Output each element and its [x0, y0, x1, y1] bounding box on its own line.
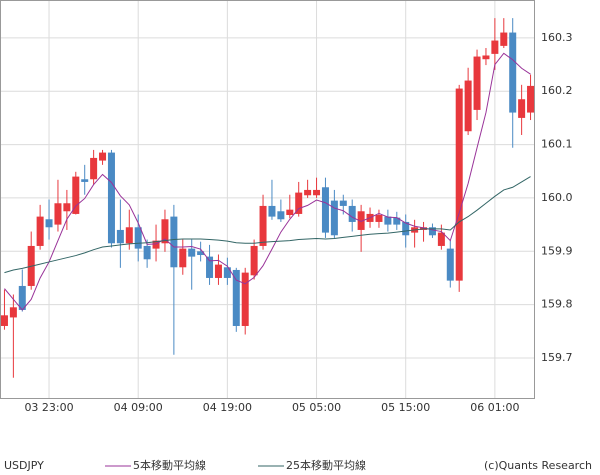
- candle-body: [527, 85, 535, 113]
- x-tick-label: 04 09:00: [114, 401, 163, 414]
- candle-body: [223, 267, 231, 278]
- candle-body: [107, 152, 115, 244]
- ma-line: [4, 176, 531, 274]
- candle-body: [500, 32, 508, 46]
- candle-body: [473, 56, 481, 110]
- candle-body: [36, 216, 44, 246]
- candle-body: [18, 285, 26, 310]
- y-tick-label: 159.7: [541, 351, 573, 364]
- candle-body: [170, 216, 178, 268]
- credit: (c)Quants Research: [484, 459, 592, 472]
- candle-body: [54, 203, 62, 225]
- candle-body: [241, 272, 249, 326]
- plot-border: [0, 0, 535, 399]
- candle-body: [295, 192, 303, 214]
- candle-body: [286, 209, 294, 216]
- candle-body: [304, 189, 312, 196]
- candle-body: [206, 256, 214, 278]
- ma-line: [4, 52, 531, 311]
- candle-body: [330, 200, 338, 236]
- candle-body: [321, 187, 329, 233]
- y-tick-label: 160.3: [541, 31, 573, 44]
- candle-body: [518, 99, 526, 118]
- candle-body: [446, 248, 454, 281]
- x-tick-label: 04 19:00: [203, 401, 252, 414]
- x-tick-label: 06 01:00: [470, 401, 519, 414]
- candle-body: [313, 189, 321, 196]
- candle-body: [491, 40, 499, 54]
- candle-body: [99, 152, 107, 161]
- candle-body: [0, 315, 8, 326]
- legend-label: 25本移動平均線: [286, 458, 366, 472]
- candle-body: [161, 219, 169, 244]
- candle-body: [455, 88, 463, 281]
- y-tick-label: 159.9: [541, 244, 573, 257]
- candle-body: [375, 215, 383, 222]
- candle-body: [232, 269, 240, 326]
- candle-body: [482, 55, 490, 60]
- legend-label: 5本移動平均線: [133, 458, 206, 472]
- candle-body: [179, 248, 187, 268]
- x-tick-label: 05 05:00: [292, 401, 341, 414]
- candle-body: [339, 200, 347, 206]
- candle-body: [268, 205, 276, 217]
- x-tick-label: 03 23:00: [24, 401, 73, 414]
- candle-body: [116, 229, 124, 244]
- candle-body: [277, 211, 285, 220]
- candle-body: [437, 232, 445, 246]
- y-tick-label: 159.8: [541, 298, 573, 311]
- y-tick-label: 160.0: [541, 191, 573, 204]
- symbol: USDJPY: [4, 459, 44, 472]
- y-tick-label: 160.2: [541, 84, 573, 97]
- candle-body: [152, 240, 160, 249]
- candle-body: [9, 307, 17, 318]
- candle-body: [509, 32, 517, 113]
- candle-body: [259, 205, 267, 246]
- candle-body: [45, 219, 53, 228]
- candle-body: [90, 157, 98, 180]
- x-tick-label: 05 15:00: [381, 401, 430, 414]
- candle-body: [348, 205, 356, 222]
- candle-body: [428, 227, 436, 236]
- candle-body: [393, 217, 401, 225]
- candle-body: [63, 203, 71, 212]
- candle-body: [125, 227, 133, 244]
- candle-body: [197, 251, 205, 256]
- candle-body: [464, 80, 472, 132]
- candle-body: [214, 264, 222, 278]
- candle-body: [143, 245, 151, 260]
- candle-body: [402, 221, 410, 236]
- candle-body: [72, 176, 80, 214]
- candle-body: [250, 245, 258, 276]
- candle-body: [134, 227, 142, 249]
- candle-body: [81, 179, 89, 182]
- candle-body: [384, 216, 392, 225]
- candle-body: [357, 211, 365, 230]
- y-tick-label: 160.1: [541, 138, 573, 151]
- candle-body: [188, 248, 196, 257]
